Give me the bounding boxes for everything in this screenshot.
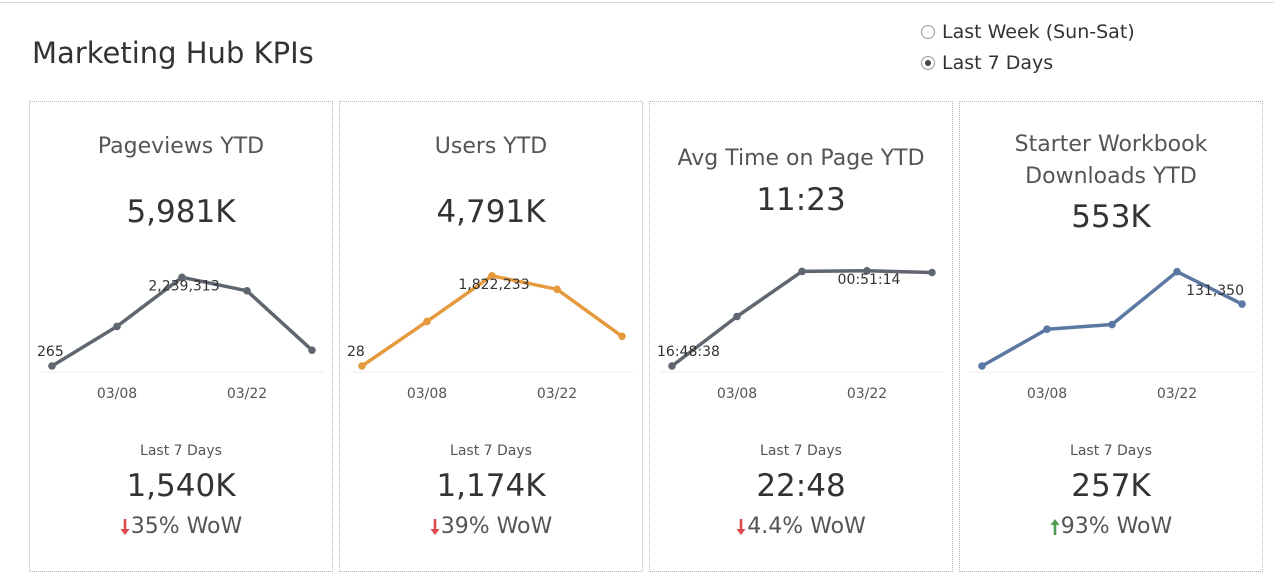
data-label: 16:48:38 (657, 344, 720, 360)
arrow-down-icon (430, 518, 440, 536)
last-7-days-label: Last 7 Days (760, 443, 842, 459)
x-tick-label: 03/22 (847, 386, 887, 402)
arrow-up-icon (1050, 518, 1060, 536)
data-point[interactable] (798, 267, 806, 276)
radio-label: Last 7 Days (942, 51, 1054, 74)
sparkline-chart: 03/08 03/22 28 1,822,233 (347, 271, 634, 402)
data-point[interactable] (863, 267, 871, 275)
data-label: 2,239,313 (148, 278, 219, 294)
sparkline-chart: 03/08 03/22 131,350 (970, 267, 1254, 402)
x-tick-label: 03/08 (407, 386, 447, 402)
top-divider (0, 2, 1274, 3)
data-point[interactable] (488, 271, 496, 280)
last-7-days-value: 1,174K (436, 468, 546, 504)
radio-selected-icon[interactable] (921, 55, 935, 70)
radio-icon[interactable] (921, 24, 935, 39)
ytd-value: 4,791K (436, 194, 546, 230)
data-point[interactable] (243, 286, 251, 295)
last-7-days-label: Last 7 Days (450, 443, 532, 459)
card-title: Pageviews YTD (30, 134, 332, 159)
x-tick-label: 03/22 (537, 386, 577, 402)
wow-text: 4.4% WoW (747, 514, 866, 539)
x-tick-label: 03/22 (227, 386, 267, 402)
data-point[interactable] (928, 268, 936, 277)
sparkline-chart: 03/08 03/22 16:48:38 00:51:14 (657, 267, 944, 402)
card-title-line: Downloads YTD (1025, 164, 1197, 189)
card-title: Starter Workbook Downloads YTD (960, 129, 1262, 193)
arrow-down-icon (736, 518, 746, 536)
sparkline-chart: 03/08 03/22 265 2,239,313 (37, 273, 324, 402)
last-7-days-label: Last 7 Days (1070, 443, 1152, 459)
card-title-line: Users YTD (434, 134, 548, 159)
card-title: Users YTD (340, 134, 642, 159)
data-label: 28 (347, 344, 365, 360)
radio-last-week[interactable]: Last Week (Sun-Sat) (921, 16, 1135, 47)
data-point[interactable] (1043, 325, 1051, 334)
data-point[interactable] (1173, 267, 1181, 276)
data-point[interactable] (178, 273, 186, 282)
radio-label: Last Week (Sun-Sat) (942, 20, 1135, 43)
data-point[interactable] (423, 317, 431, 326)
ytd-value: 11:23 (756, 182, 846, 218)
data-point[interactable] (1108, 320, 1116, 329)
kpi-card-avg-time: Avg Time on Page YTD 11:23 03/08 03/22 16:… (649, 101, 953, 572)
wow-text: 35% WoW (130, 514, 243, 539)
x-tick-label: 03/08 (717, 386, 757, 402)
x-tick-label: 03/08 (1027, 386, 1067, 402)
x-tick-label: 03/08 (97, 386, 137, 402)
data-point[interactable] (113, 322, 121, 331)
radio-last-7-days[interactable]: Last 7 Days (921, 47, 1135, 78)
x-tick-label: 03/22 (1157, 386, 1197, 402)
data-label: 265 (37, 344, 64, 360)
data-point[interactable] (553, 285, 561, 294)
data-label: 00:51:14 (838, 272, 901, 288)
last-7-days-value: 22:48 (756, 468, 846, 504)
arrow-down-icon (120, 518, 130, 536)
wow-change: 39% WoW (340, 514, 642, 539)
kpi-card-pageviews: Pageviews YTD 5,981K 03/08 03/22 265 2,239,… (29, 101, 333, 572)
ytd-value: 5,981K (126, 194, 236, 230)
wow-text: 93% WoW (1060, 514, 1173, 539)
kpi-card-downloads: Starter Workbook Downloads YTD 553K 03/0… (959, 101, 1263, 572)
card-title: Avg Time on Page YTD (650, 146, 952, 171)
wow-change: 93% WoW (960, 514, 1262, 539)
data-point[interactable] (978, 362, 986, 370)
wow-change: 35% WoW (30, 514, 332, 539)
data-point[interactable] (308, 346, 316, 354)
page-title: Marketing Hub KPIs (32, 36, 314, 70)
data-point[interactable] (668, 362, 676, 370)
data-point[interactable] (1238, 300, 1246, 308)
card-title-line: Starter Workbook (1014, 132, 1208, 157)
data-point[interactable] (48, 362, 56, 370)
data-label: 131,350 (1186, 283, 1244, 299)
card-title-line: Pageviews YTD (97, 134, 265, 159)
data-point[interactable] (733, 312, 741, 321)
last-7-days-value: 1,540K (126, 468, 236, 504)
wow-change: 4.4% WoW (650, 514, 952, 539)
wow-text: 39% WoW (440, 514, 553, 539)
kpi-card-users: Users YTD 4,791K 03/08 03/22 28 1,822,233 L… (339, 101, 643, 572)
data-label: 1,822,233 (458, 277, 529, 293)
ytd-value: 553K (1071, 199, 1151, 235)
date-range-filter: Last Week (Sun-Sat) Last 7 Days (921, 16, 1135, 78)
data-point[interactable] (358, 362, 366, 370)
card-title-line: Avg Time on Page YTD (677, 146, 925, 171)
last-7-days-value: 257K (1071, 468, 1151, 504)
data-point[interactable] (618, 332, 626, 341)
last-7-days-label: Last 7 Days (140, 443, 222, 459)
